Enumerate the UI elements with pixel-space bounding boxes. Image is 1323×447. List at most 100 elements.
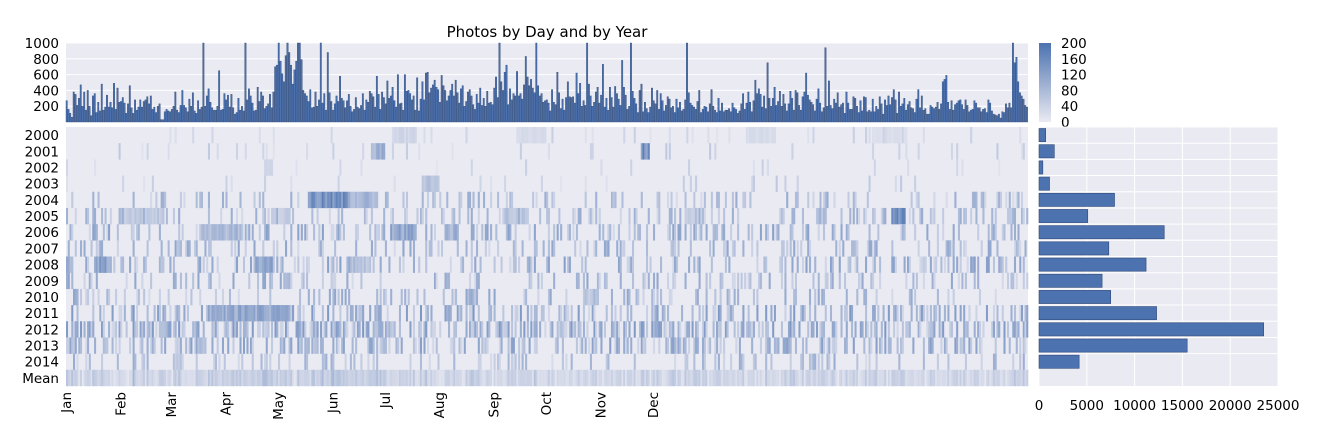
heatmap-cell — [584, 337, 587, 354]
heatmap-cell — [563, 305, 566, 322]
heatmap-cell — [314, 191, 317, 209]
daily-bar — [682, 109, 685, 123]
heatmap-cell — [978, 288, 981, 306]
heatmap-cell — [1003, 321, 1006, 338]
heatmap-cell — [730, 353, 733, 371]
heatmap-cell — [893, 256, 896, 273]
heatmap-cell — [481, 369, 484, 387]
heatmap-cell — [640, 143, 643, 160]
heatmap-cell — [838, 369, 841, 387]
heatmap-cell — [821, 288, 824, 306]
heatmap-cell — [130, 224, 133, 241]
heatmap-cell — [176, 240, 179, 257]
heatmap-cell — [153, 207, 156, 225]
heatmap-cell — [770, 127, 773, 144]
heatmap-cell — [896, 305, 899, 322]
heatmap-cell — [938, 321, 941, 338]
heatmap-cell — [765, 256, 768, 273]
heatmap-cell — [204, 369, 207, 387]
heatmap-cell — [702, 369, 705, 387]
heatmap-cell — [328, 288, 331, 306]
heatmap-cell — [719, 369, 722, 387]
heatmap-cell — [106, 256, 109, 273]
heatmap-cell — [535, 240, 538, 257]
heatmap-cell — [106, 337, 109, 354]
heatmap-cell — [898, 369, 901, 387]
heatmap-cell — [1019, 369, 1022, 387]
heatmap-cell — [933, 321, 936, 338]
heatmap-cell — [745, 369, 748, 387]
heatmap-cell — [675, 369, 678, 387]
daily-bar — [531, 87, 534, 123]
heatmap-cell — [206, 305, 209, 322]
heatmap-cell — [174, 272, 177, 290]
heatmap-cell — [526, 127, 529, 144]
daily-bar — [947, 102, 950, 123]
heatmap-cell — [193, 240, 196, 257]
heatmap-cell — [808, 288, 812, 306]
heatmap-cell — [875, 288, 878, 306]
heatmap-cell — [479, 353, 482, 371]
heatmap-cell — [633, 369, 636, 387]
heatmap-cell — [963, 207, 966, 225]
heatmap-cell — [929, 321, 932, 338]
heatmap-cell — [873, 369, 876, 387]
heatmap-cell — [549, 288, 552, 306]
heatmap-cell — [115, 337, 118, 354]
heatmap-cell — [92, 207, 95, 225]
heatmap-cell — [518, 337, 521, 354]
daily-bar — [167, 110, 170, 123]
heatmap-cell — [202, 337, 205, 354]
heatmap-cell — [805, 224, 808, 241]
heatmap-cell — [344, 191, 347, 209]
heatmap-cell — [807, 224, 810, 241]
heatmap-cell — [910, 288, 913, 306]
heatmap-cell — [749, 127, 752, 144]
heatmap-cell — [165, 369, 168, 387]
heatmap-cell — [998, 369, 1001, 387]
heatmap-cell — [626, 369, 629, 387]
heatmap-cell — [856, 353, 859, 371]
heatmap-cell — [419, 369, 423, 387]
heatmap-cell — [714, 353, 717, 371]
daily-bar — [856, 105, 858, 123]
heatmap-cell — [493, 256, 496, 273]
heatmap-cell — [265, 321, 268, 338]
heatmap-cell — [321, 337, 324, 354]
heatmap-cell — [412, 305, 415, 322]
heatmap-cell — [346, 256, 349, 273]
heatmap-cell — [891, 369, 894, 387]
heatmap-cell — [181, 224, 184, 241]
heatmap-cell — [914, 288, 917, 306]
daily-bar — [319, 42, 322, 123]
heatmap-cell — [947, 256, 950, 273]
heatmap-cell — [111, 337, 114, 354]
heatmap-cell — [342, 369, 345, 387]
heatmap-cell — [889, 337, 892, 354]
heatmap-cell — [821, 369, 824, 387]
colorbar-gradient — [1039, 43, 1051, 122]
daily-bar — [426, 72, 429, 123]
daily-bar — [887, 95, 890, 123]
heatmap-cell — [875, 353, 878, 371]
heatmap-cell — [791, 369, 794, 387]
heatmap-cell — [483, 191, 486, 209]
heatmap-cell — [824, 207, 827, 225]
heatmap-cell — [710, 256, 713, 273]
heatmap-cell — [523, 321, 526, 338]
heatmap-cell — [495, 369, 498, 387]
heatmap-cell — [376, 288, 379, 306]
heatmap-cell — [183, 305, 186, 322]
heatmap-cell — [691, 207, 694, 225]
heatmap-cell — [845, 337, 848, 354]
heatmap-cell — [242, 321, 246, 338]
heatmap-cell — [355, 256, 358, 273]
heatmap-cell — [898, 207, 901, 225]
daily-bar — [789, 90, 792, 123]
heatmap-cell — [938, 369, 941, 387]
heatmap-cell — [812, 127, 815, 144]
heatmap-cell — [504, 175, 507, 192]
daily-bar — [992, 113, 995, 123]
heatmap-month-label: Feb — [113, 392, 129, 416]
